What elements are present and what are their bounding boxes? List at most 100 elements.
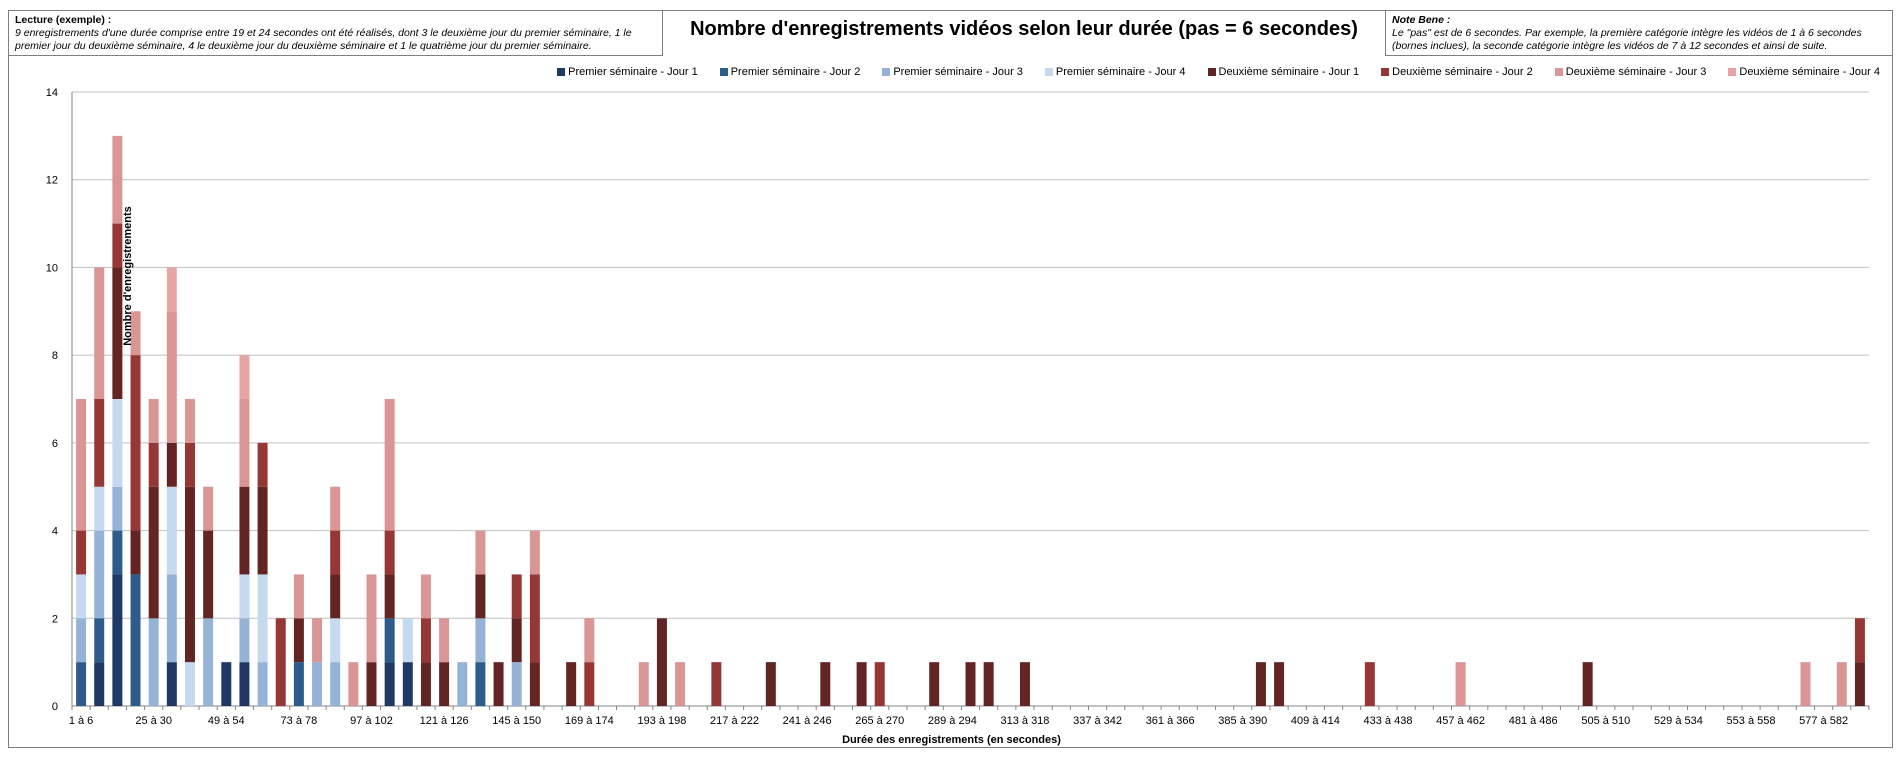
bar-segment — [94, 662, 105, 706]
reading-example-text: 9 enregistrements d'une durée comprise e… — [15, 27, 632, 52]
bar-segment — [529, 662, 540, 706]
x-tick-label: 193 à 198 — [637, 715, 686, 727]
bar-segment — [965, 662, 976, 706]
x-tick-label: 433 à 438 — [1364, 715, 1413, 727]
bar-segment — [1274, 662, 1285, 706]
bar-segment — [112, 574, 123, 706]
bar-segment — [239, 486, 250, 575]
bar-segment — [1455, 662, 1466, 706]
legend-entry: Premier séminaire - Jour 2 — [719, 66, 861, 78]
bar-segment — [439, 618, 450, 663]
legend-swatch — [1207, 68, 1216, 76]
bar-segment — [112, 267, 123, 399]
x-tick-label: 145 à 150 — [492, 715, 541, 727]
bar-segment — [1800, 662, 1811, 706]
bar-segment — [420, 618, 431, 663]
bar-segment — [366, 662, 377, 706]
legend-entry: Deuxième séminaire - Jour 4 — [1728, 66, 1880, 78]
bar-segment — [112, 135, 123, 224]
bar-segment — [148, 442, 159, 487]
bar-segment — [475, 618, 486, 663]
bar-segment — [166, 442, 177, 487]
legend-entry: Premier séminaire - Jour 1 — [557, 66, 698, 78]
bar-segment — [384, 574, 395, 619]
bar-segment — [184, 442, 195, 487]
x-tick-label: 121 à 126 — [420, 715, 469, 727]
bar-segment — [511, 618, 522, 663]
bar-segment — [384, 399, 395, 531]
bar-segment — [94, 618, 105, 663]
bar-segment — [983, 662, 994, 706]
bar-segment — [820, 662, 831, 706]
x-tick-label: 481 à 486 — [1509, 715, 1558, 727]
bar-segment — [203, 530, 214, 619]
x-tick-label: 217 à 222 — [710, 715, 759, 727]
bar-segment — [148, 486, 159, 619]
x-tick-label: 553 à 558 — [1727, 715, 1776, 727]
bar-segment — [76, 662, 87, 706]
legend-swatch — [1381, 68, 1390, 76]
x-tick-label: 361 à 366 — [1146, 715, 1195, 727]
bar-segment — [293, 618, 304, 663]
bar-segment — [529, 530, 540, 575]
bar-segment — [76, 399, 87, 531]
x-tick-label: 1 à 6 — [69, 715, 93, 727]
bar-segment — [330, 662, 341, 706]
bar-segment — [384, 662, 395, 706]
bar-segment — [1019, 662, 1030, 706]
bar-segment — [130, 530, 141, 575]
bar-segment — [184, 399, 195, 443]
x-tick-label: 289 à 294 — [928, 715, 977, 727]
x-tick-label: 73 à 78 — [281, 715, 318, 727]
legend-entry: Premier séminaire - Jour 3 — [882, 66, 1023, 78]
bar-segment — [402, 618, 413, 663]
x-tick-label: 385 à 390 — [1218, 715, 1267, 727]
bar-segment — [584, 662, 595, 706]
x-tick-label: 409 à 414 — [1291, 715, 1340, 727]
bar-segment — [1364, 662, 1375, 706]
bar-segment — [257, 574, 268, 663]
legend-entry: Deuxième séminaire - Jour 1 — [1207, 66, 1359, 78]
bar-segment — [929, 662, 940, 706]
bar-segment — [239, 399, 250, 487]
bar-segment — [312, 662, 323, 706]
bar-segment — [366, 574, 377, 663]
bar-segment — [1836, 662, 1847, 706]
bar-segment — [529, 574, 540, 663]
bar-segment — [130, 355, 141, 531]
legend-label: Deuxième séminaire - Jour 4 — [1739, 66, 1880, 78]
legend-entry: Deuxième séminaire - Jour 2 — [1381, 66, 1533, 78]
note-bene-heading: Note Bene : — [1392, 14, 1451, 26]
y-tick-label: 14 — [46, 87, 58, 99]
bar-segment — [275, 618, 286, 706]
x-tick-label: 25 à 30 — [135, 715, 172, 727]
bar-segment — [148, 618, 159, 706]
bar-segment — [239, 355, 250, 399]
x-tick-label: 241 à 246 — [783, 715, 832, 727]
bar-segment — [711, 662, 722, 706]
bar-segment — [874, 662, 885, 706]
x-tick-label: 577 à 582 — [1799, 715, 1848, 727]
x-tick-label: 505 à 510 — [1581, 715, 1630, 727]
x-axis-label: Durée des enregistrements (en secondes) — [842, 734, 1061, 746]
legend-swatch — [1044, 68, 1053, 76]
y-tick-label: 8 — [52, 350, 58, 362]
chart-title: Nombre d'enregistrements vidéos selon le… — [690, 18, 1358, 40]
bar-segment — [166, 662, 177, 706]
y-tick-label: 10 — [46, 262, 58, 274]
bar-segment — [493, 662, 504, 706]
bar-segment — [239, 662, 250, 706]
legend-label: Premier séminaire - Jour 2 — [730, 66, 861, 78]
x-tick-label: 169 à 174 — [565, 715, 614, 727]
legend-label: Deuxième séminaire - Jour 2 — [1392, 66, 1533, 78]
x-tick-label: 457 à 462 — [1436, 715, 1485, 727]
bar-segment — [257, 486, 268, 575]
y-tick-label: 4 — [52, 526, 58, 538]
bar-segment — [1854, 618, 1865, 663]
legend-label: Deuxième séminaire - Jour 3 — [1565, 66, 1707, 78]
chart-legend: Premier séminaire - Jour 1 Premier sémina… — [460, 64, 1880, 80]
bar-segment — [475, 662, 486, 706]
y-tick-label: 6 — [52, 438, 58, 450]
bar-segment — [439, 662, 450, 706]
